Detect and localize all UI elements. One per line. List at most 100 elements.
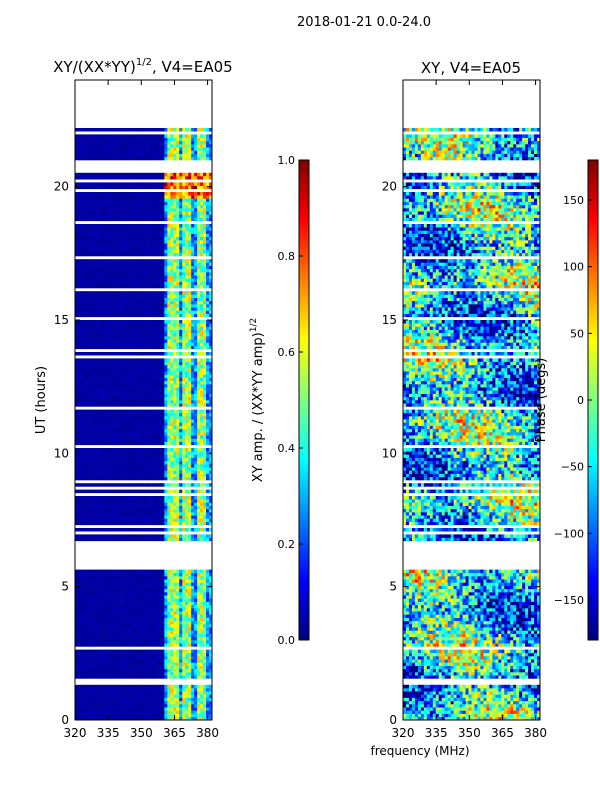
heatmap-cell — [89, 336, 94, 340]
heatmap-cell — [167, 595, 171, 599]
heatmap-cell — [179, 675, 183, 679]
heatmap-cell — [140, 364, 144, 369]
heatmap-cell — [75, 476, 79, 481]
heatmap-cell — [137, 320, 141, 324]
heatmap-cell — [101, 582, 106, 586]
heatmap-cell — [206, 336, 210, 340]
heatmap-cell — [77, 489, 82, 494]
heatmap-cell — [185, 662, 189, 666]
heatmap-cell — [140, 598, 144, 602]
heatmap-cell — [77, 432, 82, 436]
heatmap-cell — [104, 598, 109, 602]
heatmap-cell — [182, 716, 186, 720]
heatmap-cell — [92, 588, 97, 593]
heatmap-cell — [176, 700, 180, 705]
heatmap-cell — [77, 636, 82, 641]
heatmap-cell — [179, 387, 183, 391]
heatmap-cell — [128, 374, 132, 378]
heatmap-cell — [95, 336, 100, 340]
heatmap-cell — [122, 598, 127, 602]
heatmap-cell — [134, 652, 138, 657]
heatmap-cell — [77, 502, 82, 506]
heatmap-cell — [75, 668, 79, 673]
heatmap-cell — [152, 412, 156, 417]
heatmap-cell — [167, 441, 171, 446]
heatmap-cell — [119, 697, 124, 702]
heatmap-cell — [209, 636, 212, 641]
heatmap-cell — [140, 339, 144, 343]
heatmap-cell — [75, 640, 79, 644]
heatmap-cell — [107, 537, 112, 542]
heatmap-cell — [155, 659, 159, 663]
heatmap-cell — [149, 422, 153, 426]
heatmap-cell — [143, 432, 147, 436]
heatmap-cell — [77, 323, 82, 327]
heatmap-cell — [206, 412, 210, 417]
heatmap-cell — [101, 371, 106, 375]
heatmap-cell — [179, 630, 183, 634]
heatmap-cell — [170, 617, 174, 622]
heatmap-cell — [182, 496, 186, 500]
heatmap-cell — [128, 640, 132, 644]
heatmap-cell — [75, 643, 79, 647]
heatmap-cell — [179, 691, 183, 695]
heatmap-cell — [131, 419, 135, 423]
heatmap-cell — [140, 384, 144, 388]
heatmap-cell — [146, 627, 150, 631]
heatmap-cell — [209, 604, 212, 609]
heatmap-cell — [164, 361, 168, 366]
heatmap-cell — [77, 617, 82, 622]
heatmap-cell — [101, 528, 106, 532]
heatmap-cell — [104, 419, 109, 423]
heatmap-cell — [164, 438, 168, 442]
heatmap-cell — [170, 630, 174, 634]
heatmap-cell — [86, 419, 91, 423]
heatmap-cell — [179, 601, 183, 606]
heatmap-cell — [104, 310, 109, 314]
heatmap-cell — [128, 464, 132, 468]
heatmap-cell — [80, 425, 85, 430]
heatmap-cell — [137, 700, 141, 705]
heatmap-cell — [113, 508, 118, 513]
heatmap-cell — [167, 400, 171, 404]
heatmap-cell — [185, 582, 189, 586]
heatmap-cell — [119, 643, 124, 647]
heatmap-cell — [200, 483, 204, 487]
heatmap-cell — [179, 352, 183, 356]
heatmap-cell — [110, 652, 115, 657]
heatmap-cell — [197, 307, 201, 311]
heatmap-cell — [167, 588, 171, 593]
heatmap-cell — [83, 640, 88, 644]
heatmap-cell — [194, 659, 198, 663]
heatmap-cell — [113, 675, 118, 679]
heatmap-cell — [119, 345, 124, 350]
heatmap-cell — [122, 710, 127, 714]
heatmap-cell — [143, 473, 147, 478]
heatmap-cell — [167, 464, 171, 468]
heatmap-cell — [176, 489, 180, 494]
heatmap-cell — [155, 688, 159, 692]
heatmap-cell — [182, 713, 186, 718]
heatmap-cell — [203, 508, 207, 513]
heatmap-cell — [176, 662, 180, 666]
heatmap-cell — [125, 710, 130, 714]
heatmap-cell — [185, 579, 189, 583]
heatmap-cell — [143, 300, 147, 305]
heatmap-cell — [155, 396, 159, 401]
heatmap-cell — [146, 393, 150, 398]
heatmap-cell — [83, 598, 88, 602]
heatmap-cell — [194, 361, 198, 366]
heatmap-cell — [137, 358, 141, 362]
heatmap-cell — [170, 592, 174, 596]
heatmap-cell — [125, 384, 130, 388]
heatmap-cell — [83, 332, 88, 337]
heatmap-cell — [167, 304, 171, 308]
heatmap-cell — [89, 326, 94, 330]
heatmap-cell — [152, 416, 156, 420]
heatmap-cell — [197, 588, 201, 593]
heatmap-cell — [194, 323, 198, 327]
heatmap-cell — [143, 579, 147, 583]
heatmap-cell — [80, 422, 85, 426]
heatmap-cell — [188, 473, 192, 478]
heatmap-cell — [131, 342, 135, 346]
